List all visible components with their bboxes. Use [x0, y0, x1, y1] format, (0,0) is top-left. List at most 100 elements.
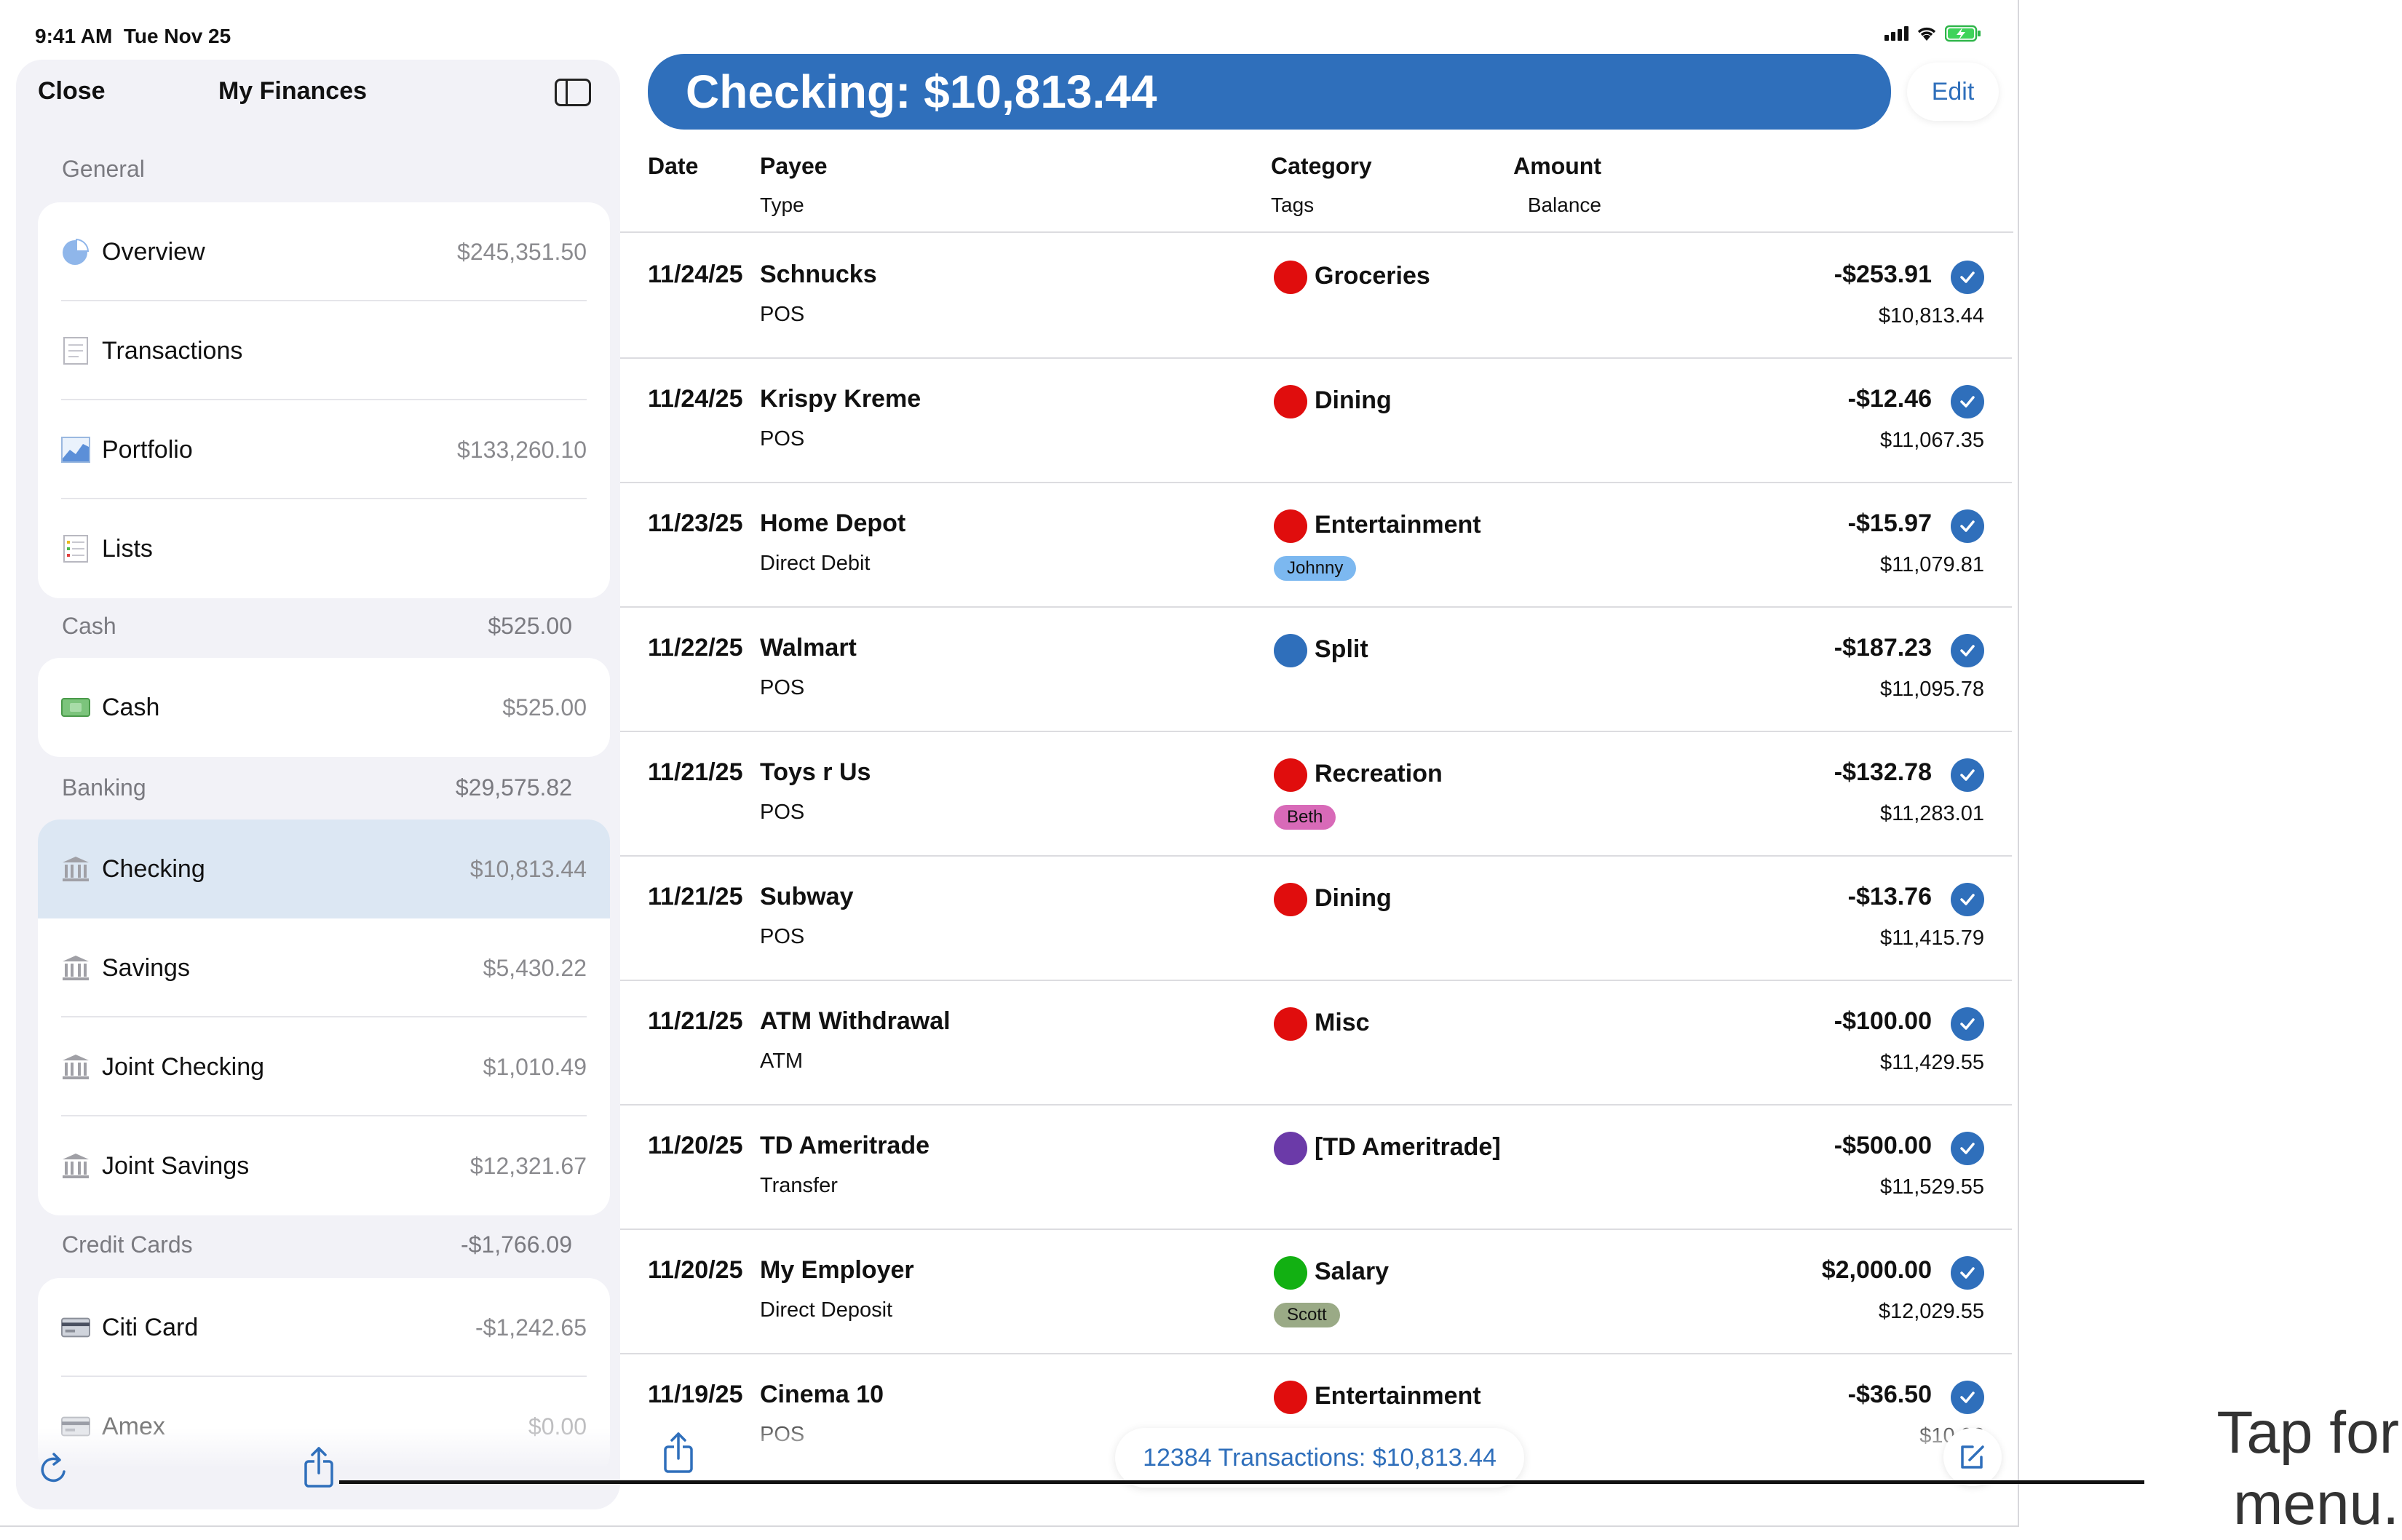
transaction-row[interactable]: 11/23/25 Home Depot Direct Debit Entertainm… [620, 483, 2012, 608]
status-bar-time: 9:41 AM Tue Nov 25 [35, 25, 231, 47]
transaction-tag: Johnny [1274, 556, 1357, 581]
transaction-summary-button[interactable]: 12384 Transactions: $10,813.44 [1115, 1428, 1524, 1488]
transaction-balance: $11,095.78 [1880, 678, 1984, 701]
cleared-check-icon[interactable] [1951, 1256, 1984, 1290]
status-bar-icons [1884, 25, 1981, 42]
transaction-amount: -$253.91 [1834, 261, 1932, 288]
transaction-row[interactable]: 11/24/25 Krispy Kreme POS Dining -$12.46 $11,… [620, 359, 2012, 483]
sidebar-item-amount: $12,321.67 [469, 1152, 587, 1179]
sidebar-item-checking[interactable]: Checking $10,813.44 [38, 819, 610, 918]
sidebar-item-label: Joint Checking [102, 1052, 265, 1081]
transaction-row[interactable]: 11/22/25 Walmart POS Split -$187.23 $11,095.7… [620, 608, 2012, 732]
category-color-icon [1274, 883, 1307, 916]
transaction-row[interactable]: 11/24/25 Schnucks POS Groceries -$253.91 $10,… [620, 234, 2012, 359]
cleared-check-icon[interactable] [1951, 1007, 1984, 1041]
cleared-check-icon[interactable] [1951, 261, 1984, 294]
header-tags[interactable]: Tags [1271, 194, 1315, 216]
sidebar-item-amount: $525.00 [502, 694, 587, 721]
header-amount[interactable]: Amount [1513, 153, 1601, 179]
header-type[interactable]: Type [760, 194, 804, 216]
transaction-row[interactable]: 11/20/25 TD Ameritrade Transfer [TD Ameritr… [620, 1106, 2012, 1230]
header-date[interactable]: Date [648, 153, 699, 179]
transaction-date: 11/24/25 [648, 385, 743, 413]
compose-button[interactable] [1943, 1428, 2002, 1486]
sidebar-item-joint-checking[interactable]: Joint Checking $1,010.49 [38, 1017, 610, 1116]
transaction-category: Dining [1315, 386, 1392, 414]
category-color-icon [1274, 1007, 1307, 1041]
transaction-tag: Scott [1274, 1303, 1340, 1327]
transaction-balance: $11,067.35 [1880, 429, 1984, 452]
sidebar-item-amount: $5,430.22 [483, 954, 587, 981]
document-icon [61, 336, 90, 365]
transaction-category: Entertainment [1315, 1382, 1481, 1410]
sidebar-item-label: Cash [102, 693, 160, 721]
chart-icon [61, 435, 90, 464]
transaction-date: 11/21/25 [648, 758, 743, 786]
row-divider [620, 1104, 2012, 1106]
cleared-check-icon[interactable] [1951, 1132, 1984, 1165]
pie-chart-icon [61, 237, 90, 266]
category-color-icon [1274, 1256, 1307, 1290]
transaction-type: Transfer [760, 1174, 838, 1197]
cleared-check-icon[interactable] [1951, 509, 1984, 543]
sidebar-item-label: Savings [102, 953, 190, 982]
refresh-icon[interactable] [35, 1450, 73, 1488]
sidebar-item-citi-card[interactable]: Citi Card -$1,242.65 [38, 1278, 610, 1377]
row-divider [620, 731, 2012, 732]
sidebar-item-overview[interactable]: Overview $245,351.50 [38, 202, 610, 301]
cleared-check-icon[interactable] [1951, 1381, 1984, 1414]
transaction-row[interactable]: 11/21/25 Toys r Us POS Recreation Beth -$132.… [620, 732, 2012, 857]
sidebar-item-amount: $1,010.49 [483, 1053, 587, 1080]
section-credit-cards: Credit Cards -$1,766.09 [62, 1231, 572, 1258]
cleared-check-icon[interactable] [1951, 634, 1984, 667]
bank-icon [61, 854, 90, 884]
sidebar-item-label: Transactions [102, 336, 243, 365]
sidebar-item-joint-savings[interactable]: Joint Savings $12,321.67 [38, 1116, 610, 1215]
share-icon[interactable] [300, 1445, 338, 1489]
transaction-date: 11/20/25 [648, 1132, 743, 1159]
transaction-type: Direct Debit [760, 552, 871, 575]
close-button[interactable]: Close [38, 77, 106, 105]
edit-button[interactable]: Edit [1907, 63, 1999, 121]
transaction-payee: Schnucks [760, 261, 877, 288]
sidebar-item-label: Checking [102, 854, 205, 883]
sidebar-item-savings[interactable]: Savings $5,430.22 [38, 918, 610, 1017]
account-title: Checking: $10,813.44 [686, 66, 1157, 118]
share-icon[interactable] [659, 1431, 697, 1474]
transaction-balance: $12,029.55 [1878, 1300, 1984, 1323]
sidebar-item-label: Joint Savings [102, 1151, 250, 1180]
transaction-type: POS [760, 427, 805, 451]
header-divider [620, 231, 2013, 233]
cleared-check-icon[interactable] [1951, 385, 1984, 418]
sidebar-toggle-icon[interactable] [555, 79, 591, 106]
header-balance[interactable]: Balance [1527, 194, 1601, 216]
row-divider [620, 1353, 2012, 1354]
row-divider [620, 1229, 2012, 1230]
transaction-row[interactable]: 11/21/25 Subway POS Dining -$13.76 $11,415.79 [620, 857, 2012, 981]
row-divider [620, 606, 2012, 608]
category-color-icon [1274, 758, 1307, 792]
transaction-payee: Home Depot [760, 509, 906, 537]
header-payee[interactable]: Payee [760, 153, 828, 179]
sidebar-item-portfolio[interactable]: Portfolio $133,260.10 [38, 400, 610, 499]
sidebar-item-label: Portfolio [102, 435, 193, 464]
header-category[interactable]: Category [1271, 153, 1372, 179]
transaction-row[interactable]: 11/21/25 ATM Withdrawal ATM Misc -$100.00 $11… [620, 981, 2012, 1106]
transaction-balance: $10,813.44 [1878, 304, 1984, 328]
cleared-check-icon[interactable] [1951, 758, 1984, 792]
sidebar-item-cash[interactable]: Cash $525.00 [38, 658, 610, 757]
transaction-category: Recreation [1315, 760, 1443, 787]
compose-icon [1961, 1445, 1984, 1469]
category-color-icon [1274, 1132, 1307, 1165]
sidebar-item-transactions[interactable]: Transactions [38, 301, 610, 400]
transaction-row[interactable]: 11/20/25 My Employer Direct Deposit Salary S… [620, 1230, 2012, 1354]
cleared-check-icon[interactable] [1951, 883, 1984, 916]
bank-icon [61, 953, 90, 983]
transaction-date: 11/22/25 [648, 634, 743, 662]
wifi-icon [1917, 27, 1936, 41]
transaction-summary-text: 12384 Transactions: $10,813.44 [1143, 1443, 1497, 1472]
transaction-category: Salary [1315, 1258, 1390, 1285]
sidebar-item-label: Overview [102, 237, 205, 266]
sidebar-item-lists[interactable]: Lists [38, 499, 610, 598]
